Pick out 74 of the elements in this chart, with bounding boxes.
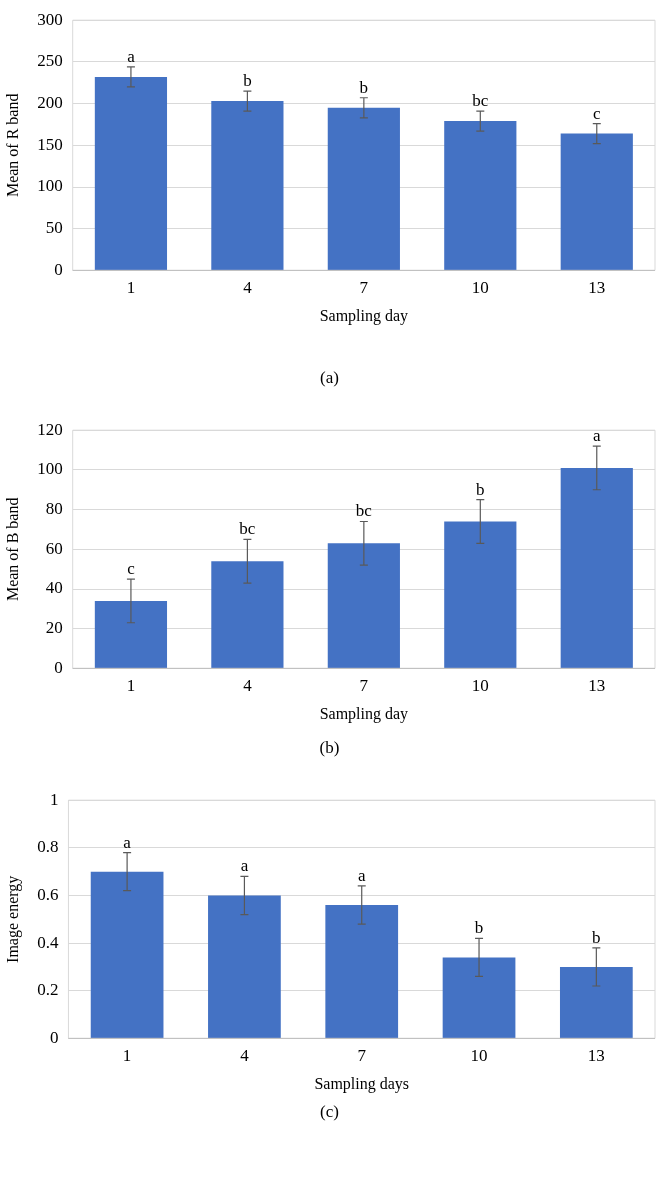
y-tick-label: 0.8 (37, 837, 59, 857)
y-tick-label: 0 (54, 657, 63, 677)
y-tick-label: 150 (37, 134, 63, 154)
annotation: a (593, 426, 601, 446)
y-axis-title: Mean of B band (3, 497, 21, 602)
y-axis-title: Image energy (3, 875, 22, 963)
bar (325, 905, 399, 1038)
bar (94, 76, 168, 270)
bar (211, 101, 284, 270)
x-tick-label: 10 (471, 278, 489, 298)
y-tick-label: 0.2 (37, 980, 59, 1000)
annotation: bc (239, 519, 256, 539)
x-tick-label: 13 (588, 278, 606, 298)
bar (208, 895, 281, 1038)
text: (a) (319, 367, 340, 389)
x-tick-label: 7 (357, 1046, 367, 1066)
annotation: b (592, 927, 601, 947)
bar (560, 467, 633, 668)
annotation: b (476, 479, 485, 499)
y-tick-label: 50 (45, 218, 63, 238)
x-tick-label: 1 (126, 676, 136, 696)
annotation: a (127, 46, 136, 66)
bar (90, 871, 164, 1038)
x-axis-title: Sampling days (314, 1074, 410, 1093)
y-tick-label: 40 (45, 578, 63, 598)
bar (211, 561, 284, 668)
y-axis-title: Mean of R band (3, 93, 21, 198)
text: (c) (319, 1101, 340, 1122)
y-tick-label: 120 (37, 419, 63, 439)
x-axis-title: Sampling day (319, 704, 409, 723)
x-axis-title: Sampling day (319, 306, 409, 325)
y-tick-label: 60 (45, 538, 63, 558)
bar (327, 543, 400, 668)
x-tick-label: 7 (359, 676, 369, 696)
x-tick-label: 13 (588, 676, 606, 696)
bar (560, 133, 633, 270)
y-tick-label: 200 (37, 93, 63, 113)
bar (444, 521, 517, 668)
x-tick-label: 4 (243, 278, 253, 298)
y-tick-label: 0 (49, 1027, 59, 1047)
bar (559, 966, 633, 1038)
y-tick-label: 80 (45, 499, 63, 519)
x-tick-label: 4 (240, 1046, 250, 1066)
annotation: a (123, 832, 132, 852)
annotation: c (127, 559, 136, 579)
bar (94, 600, 168, 668)
y-tick-label: 0 (54, 259, 63, 279)
annotation: b (474, 918, 484, 938)
x-tick-label: 10 (471, 676, 489, 696)
y-tick-label: 0.4 (37, 932, 59, 952)
x-tick-label: 1 (122, 1046, 132, 1066)
y-tick-label: 1 (49, 789, 59, 809)
annotation: bc (355, 501, 373, 521)
bar (442, 957, 516, 1038)
text: (b) (318, 737, 341, 759)
y-tick-label: 0.6 (37, 884, 59, 904)
annotation: b (359, 77, 369, 97)
x-tick-label: 1 (126, 278, 136, 298)
annotation: c (593, 103, 601, 123)
annotation: a (240, 856, 249, 876)
y-tick-label: 100 (37, 459, 63, 479)
y-tick-label: 100 (37, 176, 63, 196)
annotation: b (243, 71, 252, 91)
y-tick-label: 20 (45, 618, 63, 638)
annotation: bc (472, 91, 489, 111)
bar (444, 121, 517, 270)
bar (327, 107, 400, 270)
y-tick-label: 300 (37, 9, 63, 29)
x-tick-label: 4 (243, 676, 253, 696)
annotation: a (357, 865, 366, 885)
x-tick-label: 13 (587, 1046, 605, 1066)
y-tick-label: 250 (37, 51, 63, 71)
x-tick-label: 10 (470, 1046, 488, 1066)
x-tick-label: 7 (359, 278, 369, 298)
